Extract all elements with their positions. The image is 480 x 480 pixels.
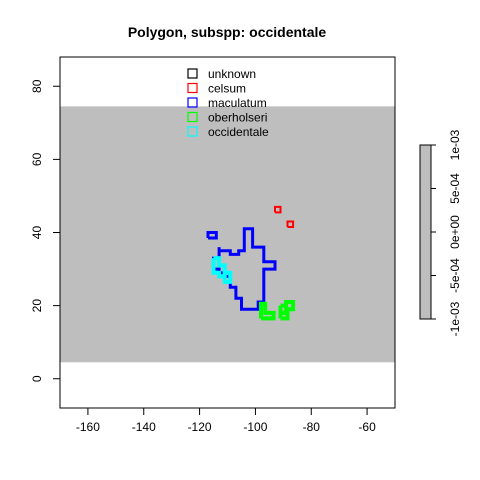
colorbar-tick-label: 0e+00 xyxy=(448,215,462,249)
legend-swatch xyxy=(187,68,198,79)
y-tick-label: 20 xyxy=(30,299,44,313)
y-tick-label: 80 xyxy=(30,79,44,93)
y-tick-label: 60 xyxy=(30,152,44,166)
raster-layer xyxy=(60,106,395,363)
x-tick-label: -120 xyxy=(188,420,212,434)
legend-swatch xyxy=(187,97,198,108)
polygon-celsum xyxy=(286,220,295,228)
colorbar-tick-label: 1e-03 xyxy=(448,129,462,160)
y-tick-label: 0 xyxy=(30,375,44,382)
colorbar-ticks: 1e-03 5e-04 0e+00 -5e-04 -1e-03 xyxy=(431,129,462,336)
colorbar: 1e-03 5e-04 0e+00 -5e-04 -1e-03 xyxy=(419,129,462,336)
legend-label: unknown xyxy=(208,67,256,81)
polygon-occidentale xyxy=(211,256,233,284)
legend: unknowncelsummaculatumoberholseriocciden… xyxy=(187,67,269,139)
x-tick-label: -60 xyxy=(358,420,376,434)
legend-swatch xyxy=(187,126,198,137)
x-tick-label: -80 xyxy=(303,420,321,434)
y-tick-label: 40 xyxy=(30,226,44,240)
colorbar-tick-label: -5e-04 xyxy=(448,258,462,293)
colorbar-tick-label: 5e-04 xyxy=(448,173,462,204)
x-tick-label: -140 xyxy=(132,420,156,434)
y-axis: 0 20 40 60 80 xyxy=(30,79,61,382)
legend-label: occidentale xyxy=(208,125,269,139)
polygon-celsum xyxy=(274,205,282,214)
x-tick-label: -100 xyxy=(243,420,267,434)
colorbar-tick-label: -1e-03 xyxy=(448,301,462,336)
colorbar-swatch xyxy=(419,144,432,320)
polygon-oberholseri xyxy=(278,310,290,321)
legend-label: celsum xyxy=(208,82,246,96)
polygon-maculatum xyxy=(206,231,218,240)
legend-label: oberholseri xyxy=(208,111,267,125)
chart-title: Polygon, subspp: occidentale xyxy=(128,24,327,40)
x-axis: -160 -140 -120 -100 -80 -60 xyxy=(76,407,376,434)
legend-swatch xyxy=(187,82,198,94)
x-tick-label: -160 xyxy=(76,420,100,434)
polygon-oberholseri xyxy=(259,301,276,321)
legend-swatch xyxy=(187,111,198,123)
polygons xyxy=(206,205,296,321)
legend-label: maculatum xyxy=(208,96,267,110)
